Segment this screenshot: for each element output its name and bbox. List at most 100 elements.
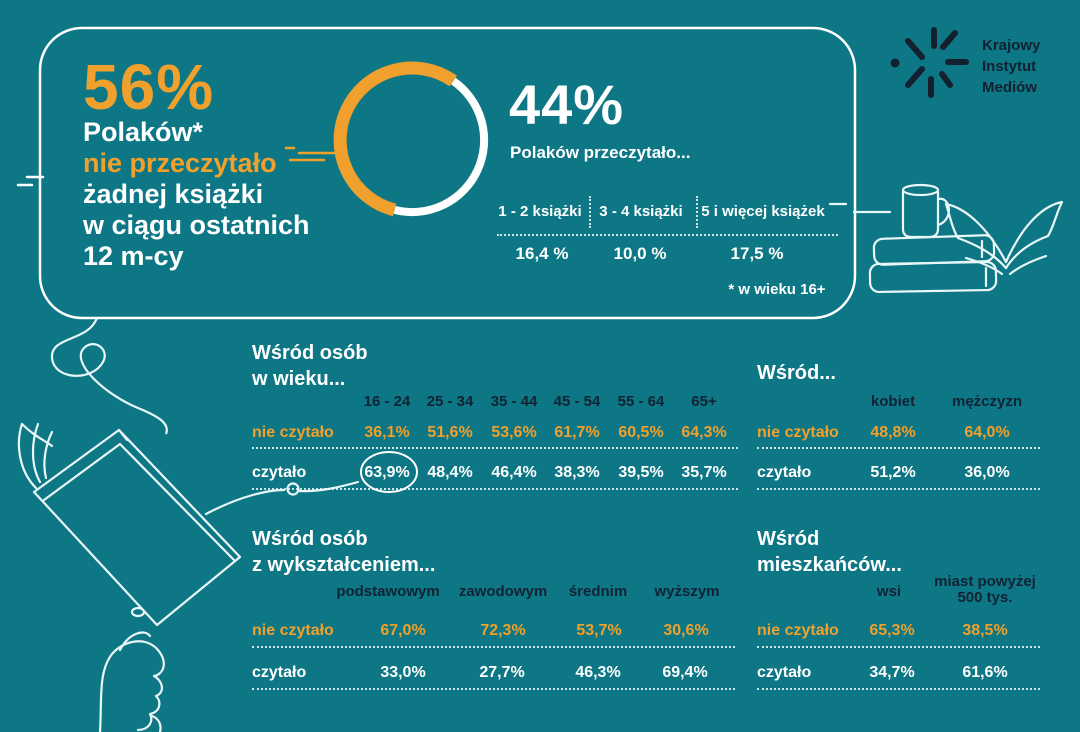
residence-table-title-line: mieszkańców... xyxy=(757,554,902,576)
education-non-value: 67,0% xyxy=(380,622,426,639)
gender-col-header: kobiet xyxy=(870,393,916,410)
age-non-value: 51,6% xyxy=(427,424,473,441)
education-yes-value: 69,4% xyxy=(662,664,708,681)
logo-line: Instytut xyxy=(982,58,1037,75)
row-label-non: nie czytało xyxy=(252,622,334,639)
age-non-value: 36,1% xyxy=(364,424,410,441)
gender-yes-value: 36,0% xyxy=(964,464,1010,481)
row-divider xyxy=(252,447,738,449)
breakdown-label: 5 i więcej książek xyxy=(701,203,825,220)
gender-col-header: mężczyzn xyxy=(951,393,1023,410)
wavy-loop-line xyxy=(204,480,360,516)
age-non-value: 53,6% xyxy=(491,424,537,441)
residence-col-header: miast powyżej 500 tys. xyxy=(934,573,1036,606)
education-table-title-line: Wśród osób xyxy=(252,528,368,550)
education-col-header: podstawowym xyxy=(336,583,440,600)
headline-line3: żadnej książki xyxy=(83,179,264,209)
age-col-header: 45 - 54 xyxy=(553,393,601,410)
headline-line4: w ciągu ostatnich xyxy=(83,210,310,240)
gender-yes-value: 51,2% xyxy=(870,464,916,481)
connector-dashes-icon xyxy=(828,202,892,214)
residence-yes-value: 61,6% xyxy=(962,664,1008,681)
gender-table-title: Wśród... xyxy=(757,362,836,384)
open-book-icon xyxy=(944,200,1064,276)
age-footnote: * w wieku 16+ xyxy=(728,281,826,298)
row-divider xyxy=(252,688,735,690)
education-non-value: 30,6% xyxy=(663,622,709,639)
gender-non-value: 48,8% xyxy=(870,424,916,441)
breakdown-divider xyxy=(497,234,838,236)
age-yes-value: 35,7% xyxy=(681,464,727,481)
education-col-header: wyższym xyxy=(654,583,720,600)
breakdown-label: 1 - 2 książki xyxy=(498,203,582,220)
age-table-title: Wśród osób w wieku... xyxy=(252,340,368,392)
age-table-title-line: Wśród osób xyxy=(252,342,368,364)
row-label-yes: czytało xyxy=(252,664,307,681)
mug-icon xyxy=(901,183,950,239)
headline-line5: 12 m-cy xyxy=(83,241,184,271)
age-col-header: 16 - 24 xyxy=(363,393,411,410)
age-yes-value: 63,9% xyxy=(364,464,410,481)
education-non-value: 72,3% xyxy=(480,622,526,639)
headline-subject: Polaków* xyxy=(83,117,204,147)
breakdown-value: 16,4 % xyxy=(515,244,569,263)
logo-line: Krajowy xyxy=(982,37,1041,54)
row-label-yes: czytało xyxy=(252,464,307,481)
residence-table-title: Wśród mieszkańców... xyxy=(757,526,902,578)
logo-line: Mediów xyxy=(982,79,1037,96)
age-non-value: 61,7% xyxy=(554,424,600,441)
speed-dashes-icon xyxy=(284,146,342,162)
education-table-title-line: z wykształceniem... xyxy=(252,554,436,576)
row-label-yes: czytało xyxy=(757,664,812,681)
row-label-non: nie czytało xyxy=(757,424,839,441)
residence-table-title-line: Wśród xyxy=(757,528,820,550)
headline-accent: nie przeczytało xyxy=(83,148,277,178)
readers-percent: 44% xyxy=(509,73,625,136)
kim-logo-starburst-icon xyxy=(890,27,969,98)
row-label-non: nie czytało xyxy=(757,622,839,639)
age-col-header: 25 - 34 xyxy=(426,393,474,410)
row-label-non: nie czytało xyxy=(252,424,334,441)
books-mug-illustration xyxy=(868,183,1064,294)
breakdown-label: 3 - 4 książki xyxy=(599,203,683,220)
education-col-header: średnim xyxy=(568,583,628,600)
row-divider xyxy=(252,646,735,648)
age-yes-value: 48,4% xyxy=(427,464,473,481)
age-col-header: 35 - 44 xyxy=(490,393,538,410)
book-stack-icon xyxy=(868,234,998,294)
donut-chart xyxy=(333,61,489,217)
age-yes-value: 46,4% xyxy=(491,464,537,481)
residence-col-header: wsi xyxy=(876,583,902,600)
age-table-title-line: w wieku... xyxy=(252,368,346,390)
age-col-header: 55 - 64 xyxy=(617,393,665,410)
row-divider xyxy=(757,646,1040,648)
age-non-value: 60,5% xyxy=(618,424,664,441)
education-col-header: zawodowym xyxy=(458,583,548,600)
row-divider xyxy=(757,688,1040,690)
residence-non-value: 65,3% xyxy=(869,622,915,639)
residence-non-value: 38,5% xyxy=(962,622,1008,639)
breakdown-value: 17,5 % xyxy=(730,244,784,263)
row-divider xyxy=(252,488,738,490)
left-edge-dashes-icon xyxy=(16,175,45,187)
breakdown-separator xyxy=(589,196,591,228)
education-yes-value: 27,7% xyxy=(479,664,525,681)
gender-non-value: 64,0% xyxy=(964,424,1010,441)
breakdown-separator xyxy=(696,196,698,228)
age-col-header: 65+ xyxy=(691,393,717,410)
card-outline xyxy=(38,26,857,320)
squiggle-line xyxy=(50,317,168,435)
age-yes-value: 38,3% xyxy=(554,464,600,481)
headline-percent: 56% xyxy=(83,51,215,123)
education-yes-value: 46,3% xyxy=(575,664,621,681)
age-non-value: 64,3% xyxy=(681,424,727,441)
residence-yes-value: 34,7% xyxy=(869,664,915,681)
row-label-yes: czytało xyxy=(757,464,812,481)
education-yes-value: 33,0% xyxy=(380,664,426,681)
highlight-circle xyxy=(360,451,418,493)
education-table-title: Wśród osób z wykształceniem... xyxy=(252,526,435,578)
hand-book-illustration xyxy=(17,422,242,732)
readers-caption: Polaków przeczytało... xyxy=(510,143,691,162)
